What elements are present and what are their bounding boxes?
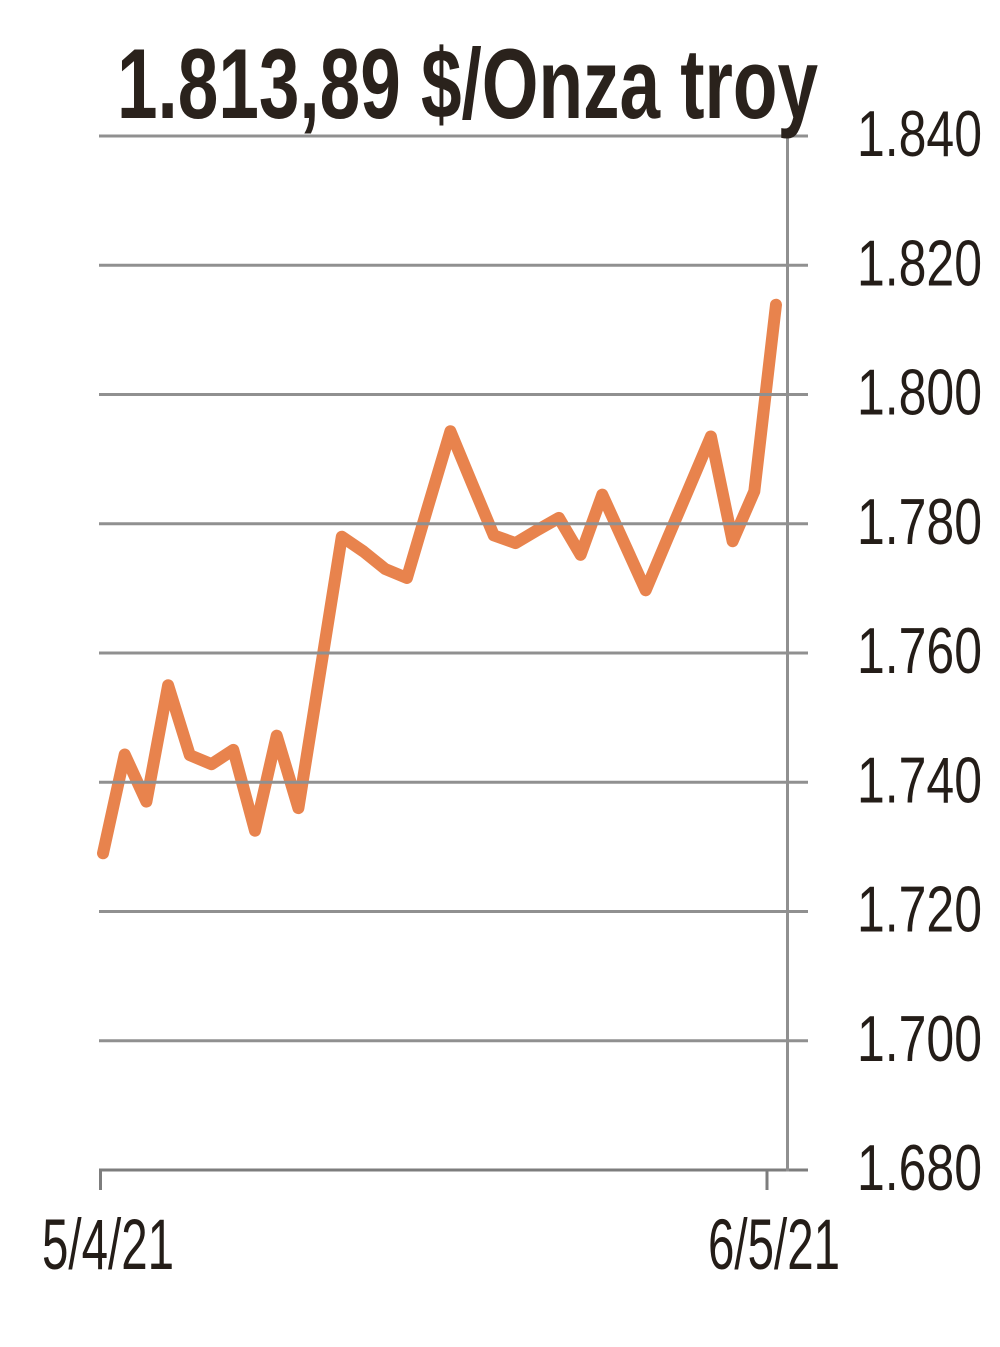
y-tick-label: 1.700 xyxy=(857,1002,982,1075)
price-line xyxy=(97,298,782,860)
chart-title: 1.813,89 $/Onza troy xyxy=(117,28,818,139)
y-tick-label: 1.720 xyxy=(857,873,982,946)
y-tick-label: 1.680 xyxy=(857,1131,982,1204)
label-layer: 1.840 1.820 1.800 1.780 1.760 1.740 1.720 1.700… xyxy=(42,97,982,1285)
y-tick-label: 1.740 xyxy=(857,743,982,816)
y-tick-label: 1.760 xyxy=(857,614,982,687)
x-tick-label: 5/4/21 xyxy=(42,1206,174,1285)
series-layer xyxy=(97,298,782,860)
y-tick-label: 1.780 xyxy=(857,485,982,558)
x-tick-label: 6/5/21 xyxy=(708,1206,840,1285)
y-tick-label: 1.800 xyxy=(857,356,982,429)
y-tick-label: 1.840 xyxy=(857,97,982,170)
grid-layer xyxy=(99,134,808,1190)
y-tick-label: 1.820 xyxy=(857,226,982,299)
